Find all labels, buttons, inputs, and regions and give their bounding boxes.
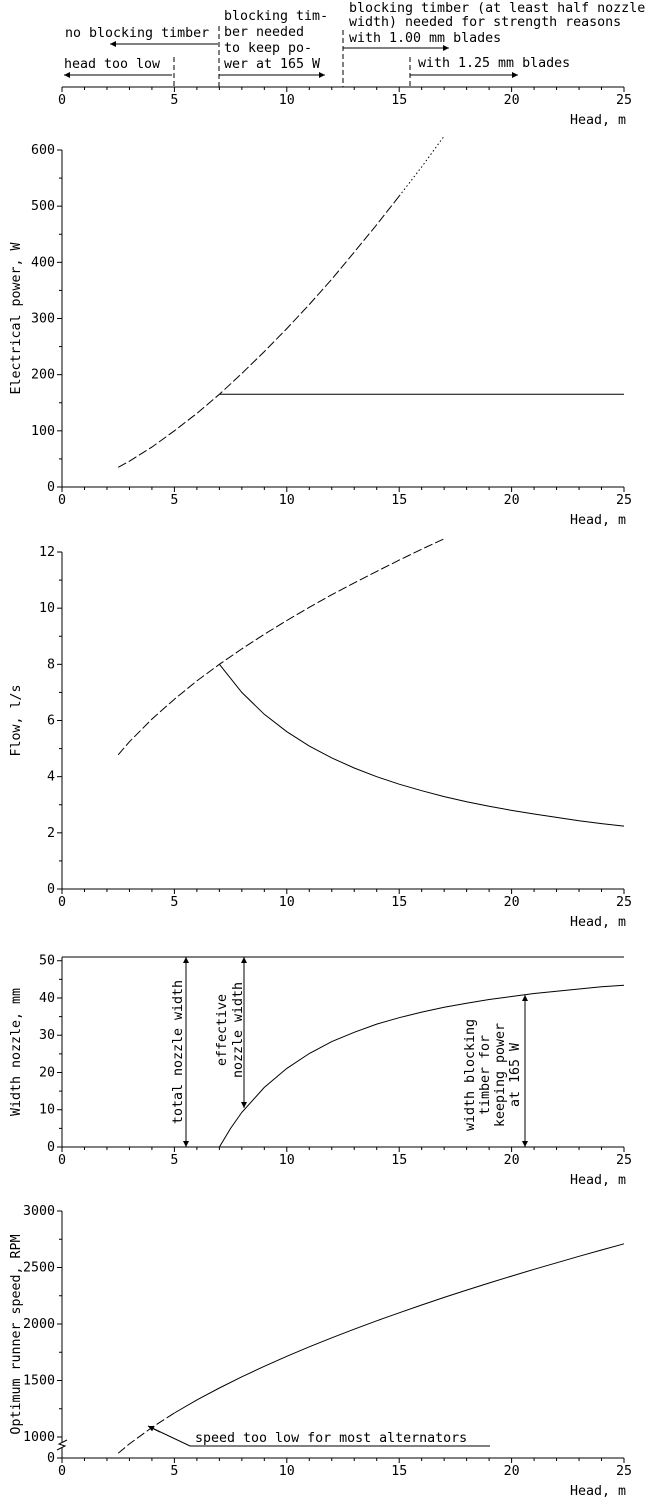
x-tick-label: 10 (279, 493, 295, 508)
leader-line (151, 1427, 490, 1447)
x-axis-label: Head, m (570, 113, 626, 128)
y-axis-label: Electrical power, W (9, 242, 24, 394)
data-line (117, 195, 400, 468)
x-tick-label: 25 (616, 93, 632, 108)
data-line (117, 1412, 175, 1454)
annotation: wer at 165 W (224, 57, 320, 72)
y-tick-label: 12 (39, 545, 55, 560)
annotation: effective (215, 994, 230, 1066)
x-tick-label: 5 (170, 1464, 178, 1479)
x-tick-label: 5 (170, 493, 178, 508)
x-tick-label: 20 (504, 895, 520, 910)
x-tick-label: 5 (170, 1153, 178, 1168)
y-tick-label: 6 (47, 714, 55, 729)
x-tick-label: 25 (616, 1153, 632, 1168)
y-tick-label: 2 (47, 826, 55, 841)
x-tick-label: 15 (391, 1153, 407, 1168)
y-tick-label: 600 (31, 143, 55, 158)
x-tick-label: 20 (504, 1464, 520, 1479)
y-tick-label: 200 (31, 368, 55, 383)
annotation: to keep po- (224, 41, 312, 56)
y-tick-label: 40 (39, 991, 55, 1006)
x-tick-label: 20 (504, 93, 520, 108)
x-tick-label: 25 (616, 1464, 632, 1479)
x-tick-label: 20 (504, 1153, 520, 1168)
leader-arrow (147, 1425, 161, 1433)
annotation: blocking tim- (224, 9, 328, 24)
annotation: ber needed (224, 25, 304, 40)
x-tick-label: 10 (279, 1153, 295, 1168)
y-tick-label: 500 (31, 199, 55, 214)
annotation: speed too low for most alternators (195, 1431, 467, 1446)
y-tick-label: 2500 (23, 1261, 55, 1276)
x-tick-label: 20 (504, 493, 520, 508)
y-tick-label: 30 (39, 1028, 55, 1043)
x-tick-label: 10 (279, 93, 295, 108)
y-tick-label: 3000 (23, 1204, 55, 1219)
x-tick-label: 15 (391, 493, 407, 508)
y-axis-label: Width nozzle, mm (9, 988, 24, 1116)
y-tick-label: 1500 (23, 1374, 55, 1389)
annotation: head too low (64, 57, 160, 72)
data-line (174, 1243, 625, 1414)
x-tick-label: 25 (616, 895, 632, 910)
x-tick-label: 0 (58, 1153, 66, 1168)
annotation: blocking timber (at least half nozzle (349, 1, 645, 16)
annotation: no blocking timber (65, 26, 209, 41)
x-tick-label: 5 (170, 895, 178, 910)
x-tick-label: 10 (279, 895, 295, 910)
data-line (117, 538, 445, 756)
x-axis-label: Head, m (570, 1173, 626, 1188)
annotation: with 1.00 mm blades (349, 31, 501, 46)
annotation: width blocking (463, 1019, 478, 1131)
y-axis-label: Flow, l/s (9, 684, 24, 756)
x-tick-label: 25 (616, 493, 632, 508)
x-axis-label: Head, m (570, 513, 626, 528)
annotation: width) needed for strength reasons (349, 15, 621, 30)
x-axis-label: Head, m (570, 1484, 626, 1499)
x-tick-label: 0 (58, 493, 66, 508)
y-tick-label: 0 (47, 1451, 55, 1466)
y-tick-label: 50 (39, 954, 55, 969)
x-tick-label: 15 (391, 93, 407, 108)
x-axis-label: Head, m (570, 915, 626, 930)
axis-break (56, 1439, 68, 1451)
x-tick-label: 15 (391, 895, 407, 910)
data-line (218, 984, 625, 1148)
y-tick-label: 10 (39, 601, 55, 616)
annotation: at 165 W (508, 1043, 523, 1107)
annotation: keeping power (493, 1023, 508, 1127)
y-tick-label: 10 (39, 1103, 55, 1118)
y-tick-label: 0 (47, 480, 55, 495)
y-tick-label: 2000 (23, 1317, 55, 1332)
y-tick-label: 100 (31, 424, 55, 439)
annotation: total nozzle width (171, 980, 186, 1124)
y-tick-label: 0 (47, 1140, 55, 1155)
data-line (219, 663, 625, 827)
x-tick-label: 15 (391, 1464, 407, 1479)
x-tick-label: 0 (58, 895, 66, 910)
y-axis-label: Optimum runner speed, RPM (9, 1234, 24, 1434)
x-tick-label: 0 (58, 93, 66, 108)
y-tick-label: 20 (39, 1065, 55, 1080)
y-tick-label: 300 (31, 312, 55, 327)
data-line (398, 135, 445, 197)
y-tick-label: 8 (47, 657, 55, 672)
y-tick-label: 1000 (23, 1430, 55, 1445)
x-tick-label: 0 (58, 1464, 66, 1479)
x-tick-label: 5 (170, 93, 178, 108)
y-tick-label: 0 (47, 882, 55, 897)
annotation: with 1.25 mm blades (418, 56, 570, 71)
x-tick-label: 10 (279, 1464, 295, 1479)
annotation: timber for (478, 1035, 493, 1115)
y-tick-label: 4 (47, 770, 55, 785)
y-tick-label: 400 (31, 255, 55, 270)
